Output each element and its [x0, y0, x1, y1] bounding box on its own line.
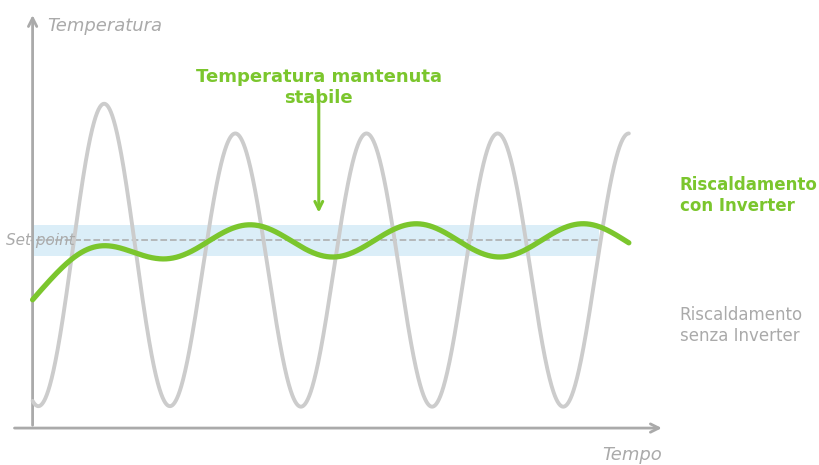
Text: Temperatura mantenuta
stabile: Temperatura mantenuta stabile: [196, 68, 441, 107]
Text: Riscaldamento
senza Inverter: Riscaldamento senza Inverter: [679, 306, 802, 345]
Bar: [33, 225, 599, 256]
Text: Temperatura: Temperatura: [48, 17, 162, 35]
Text: Riscaldamento
con Inverter: Riscaldamento con Inverter: [679, 176, 817, 215]
Text: Tempo: Tempo: [601, 446, 661, 464]
Text: Set point: Set point: [6, 233, 75, 248]
